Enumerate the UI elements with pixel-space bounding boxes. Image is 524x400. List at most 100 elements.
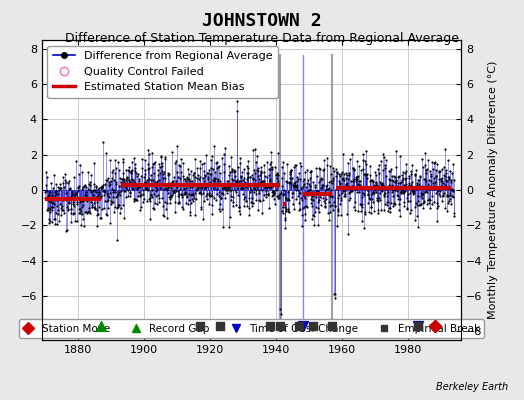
Point [115, 182, 124, 189]
Point [309, 192, 318, 198]
Point [392, 148, 400, 154]
Point [361, 170, 369, 177]
Point [215, 193, 224, 199]
Point [220, 151, 228, 157]
Point [425, 200, 433, 206]
Point [338, 176, 346, 182]
Point [48, 203, 56, 210]
Point [287, 167, 296, 174]
Point [107, 178, 115, 184]
Point [382, 157, 390, 163]
Point [118, 182, 126, 188]
Point [136, 204, 145, 210]
Point [71, 194, 80, 200]
Point [47, 204, 55, 210]
Point [357, 202, 365, 209]
Point [97, 215, 105, 222]
Point [56, 200, 64, 207]
Point [352, 174, 361, 180]
Point [87, 199, 95, 206]
Point [340, 193, 348, 200]
Point [189, 172, 198, 178]
Point [208, 202, 216, 208]
Point [79, 184, 88, 190]
Point [420, 199, 428, 206]
Point [369, 189, 377, 195]
Point [447, 176, 456, 183]
Point [398, 186, 406, 193]
Point [178, 192, 186, 198]
Point [325, 192, 334, 199]
Point [404, 184, 412, 191]
Point [84, 186, 93, 193]
Point [190, 170, 199, 176]
Point [116, 175, 124, 181]
Point [179, 173, 187, 180]
Point [123, 173, 131, 180]
Point [153, 186, 161, 192]
Point [190, 195, 198, 201]
Point [216, 170, 224, 176]
Point [233, 179, 242, 185]
Point [173, 183, 181, 190]
Point [354, 181, 363, 188]
Point [277, 318, 285, 324]
Point [279, 210, 287, 216]
Point [174, 199, 183, 205]
Point [146, 198, 154, 204]
Point [145, 165, 153, 171]
Point [422, 170, 430, 176]
Point [155, 195, 163, 201]
Point [141, 178, 150, 185]
Point [388, 193, 397, 199]
Point [376, 190, 384, 196]
Point [384, 208, 392, 214]
Point [146, 216, 155, 222]
Point [286, 174, 294, 181]
Point [156, 170, 165, 176]
Point [134, 193, 142, 200]
Point [90, 180, 98, 187]
Point [336, 179, 344, 186]
Point [312, 164, 321, 171]
Point [437, 176, 445, 182]
Point [189, 198, 197, 205]
Point [249, 176, 258, 183]
Point [217, 185, 226, 192]
Point [365, 184, 373, 190]
Point [343, 179, 351, 186]
Point [191, 187, 200, 194]
Point [369, 178, 378, 184]
Point [222, 183, 231, 190]
Point [431, 184, 439, 191]
Point [68, 194, 77, 200]
Point [114, 202, 123, 208]
Point [175, 200, 183, 206]
Point [408, 188, 416, 194]
Point [52, 188, 60, 194]
Point [199, 190, 207, 196]
Point [330, 168, 338, 174]
Point [329, 175, 337, 182]
Point [72, 198, 81, 205]
Point [155, 177, 163, 183]
Point [275, 194, 283, 201]
Point [256, 172, 265, 178]
Point [147, 150, 156, 156]
Point [135, 191, 144, 198]
Point [391, 163, 400, 170]
Point [337, 212, 345, 218]
Point [165, 182, 173, 189]
Point [200, 178, 208, 184]
Point [272, 182, 280, 189]
Point [57, 184, 66, 191]
Point [59, 184, 68, 190]
Point [279, 204, 287, 210]
Point [306, 175, 314, 182]
Point [252, 186, 260, 193]
Point [257, 170, 266, 176]
Point [364, 200, 373, 207]
Point [218, 205, 226, 212]
Point [298, 212, 306, 218]
Point [124, 187, 132, 193]
